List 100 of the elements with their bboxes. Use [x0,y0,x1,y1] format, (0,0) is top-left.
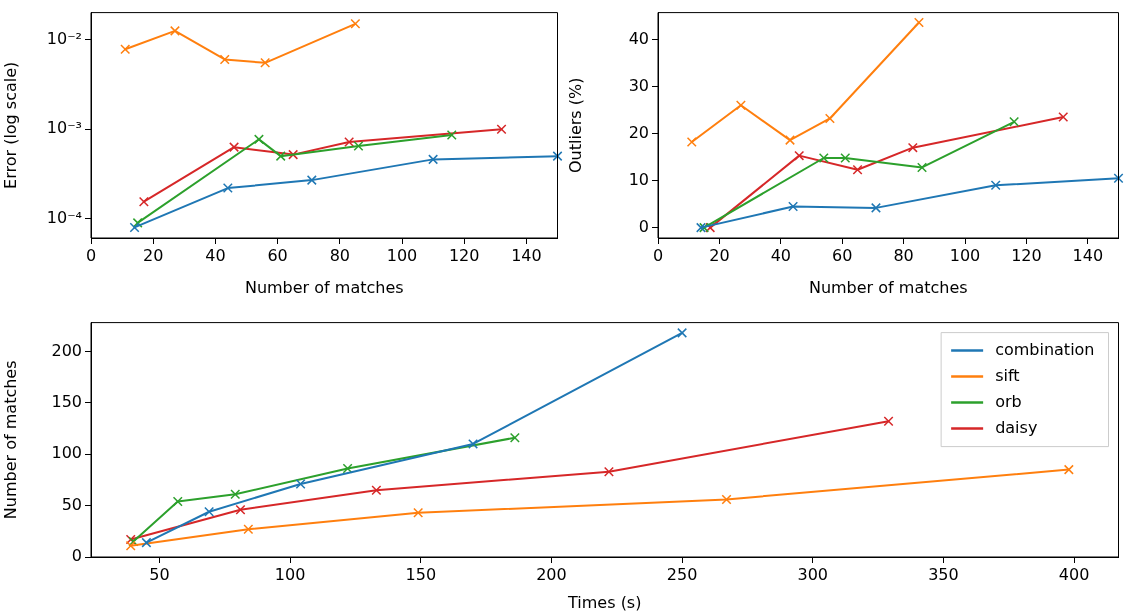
point [129,222,140,233]
y-tick-label: 10⁻³ [46,118,82,138]
x-tick-label: 80 [329,245,350,265]
legend-label: daisy [995,417,1038,437]
point [306,175,317,186]
x-tick-label: 100 [949,245,981,265]
x-tick-label: 40 [205,245,226,265]
x-tick-label: 100 [274,564,306,584]
y-tick-label: 0 [71,546,82,566]
y-axis-title: Error (log scale) [0,61,20,189]
point [917,162,928,173]
point [735,100,746,111]
x-tick-label: 80 [893,245,914,265]
point [705,222,716,233]
y-axis-title: Outliers (%) [565,77,585,174]
x-axis-title: Number of matches [244,277,404,297]
point [169,25,180,36]
x-tick-label: 400 [1058,564,1090,584]
legend-label: combination [995,339,1095,359]
point [428,154,439,165]
point [235,504,246,515]
point [552,151,563,162]
point [686,137,697,147]
x-tick-label: 140 [511,245,542,265]
point [138,196,149,207]
point [852,164,863,175]
point [219,54,230,65]
x-tick-label: 120 [1011,245,1042,265]
point [275,151,286,162]
x-tick-label: 0 [85,245,97,265]
x-tick-label: 140 [1072,245,1104,265]
point [350,18,361,29]
point [603,466,614,477]
point [695,222,706,233]
point [446,130,457,141]
x-tick-label: 50 [149,564,170,584]
y-tick-label: 150 [51,391,82,411]
x-tick-label: 150 [405,564,437,584]
point [677,327,688,338]
x-tick-label: 20 [709,245,730,265]
point [1009,116,1020,127]
point [295,479,306,489]
x-tick-label: 250 [666,564,698,584]
point [342,463,353,474]
point [288,149,299,160]
point [204,506,215,517]
x-tick-label: 60 [267,245,288,265]
point [785,135,795,146]
point [468,438,479,449]
point [870,202,881,213]
point [509,432,520,443]
point [253,134,264,145]
point [353,140,364,151]
x-tick-label: 40 [770,245,791,265]
point [120,44,131,55]
point [496,124,507,135]
y-tick-label: 40 [628,28,649,48]
point [371,485,382,496]
x-tick-label: 120 [448,245,480,265]
y-tick-label: 30 [628,75,649,95]
point [344,136,355,147]
point [721,494,732,505]
x-tick-label: 0 [652,245,664,265]
point [824,113,835,124]
x-tick-label: 300 [797,564,829,584]
point [222,183,233,194]
y-axis-title: Number of matches [0,360,20,520]
y-tick-label: 0 [638,216,649,236]
point [818,153,829,163]
point [260,57,271,68]
point [243,524,254,535]
point [788,201,799,212]
y-tick-label: 20 [628,122,649,142]
x-tick-label: 20 [143,245,164,265]
x-tick-label: 200 [536,564,567,584]
y-tick-label: 10 [628,169,649,189]
x-tick-label: 100 [386,245,418,265]
point [913,17,924,28]
x-tick-label: 60 [832,245,853,265]
x-axis-title: Times (s) [567,592,642,612]
point [794,150,805,161]
x-tick-label: 350 [928,564,959,584]
y-tick-label: 50 [61,494,82,514]
x-axis-title: Number of matches [808,277,968,297]
point [840,153,851,163]
y-tick-label: 10⁻² [46,28,82,48]
y-tick-label: 100 [51,443,82,463]
point [1113,173,1124,184]
point [229,142,240,153]
point [699,222,710,233]
point [230,489,241,500]
point [883,416,894,427]
point [990,180,1001,191]
point [172,496,183,507]
point [132,217,143,228]
point [125,540,136,551]
y-tick-label: 10⁻⁴ [46,207,82,227]
point [141,537,152,548]
point [413,507,424,518]
point [1058,112,1069,123]
